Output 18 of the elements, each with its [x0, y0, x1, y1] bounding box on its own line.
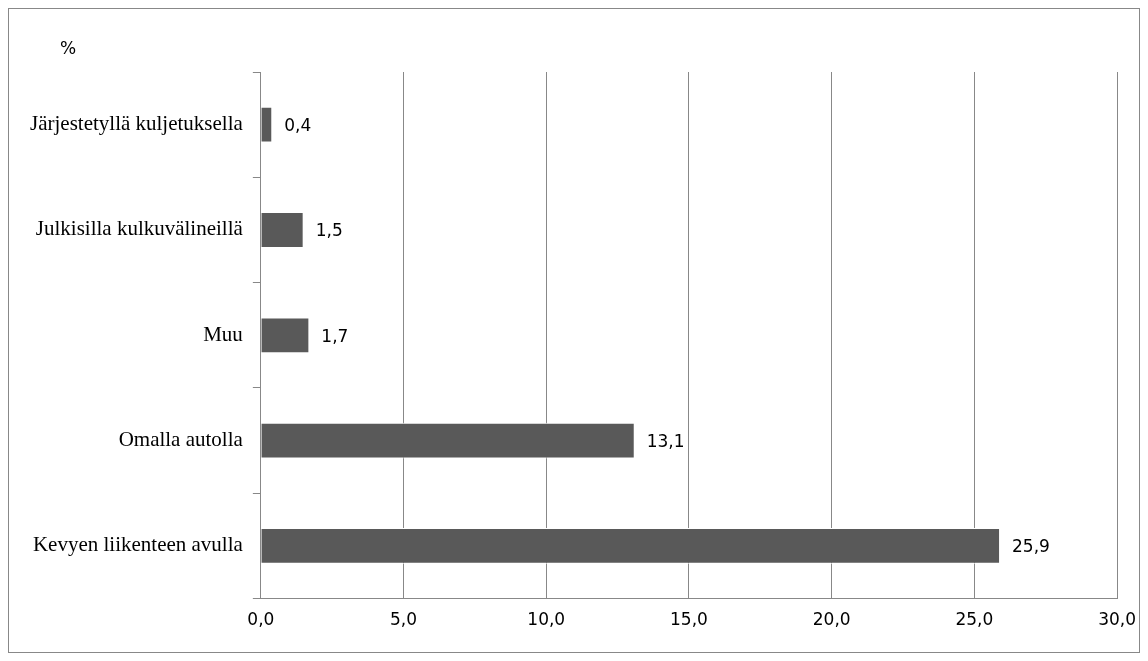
- y-axis-title: %: [60, 38, 77, 58]
- data-label: 13,1: [646, 431, 685, 452]
- y-tick-label: Kevyen liikenteen avulla: [32, 532, 244, 557]
- data-label: 1,7: [321, 325, 349, 346]
- data-label: 25,9: [1012, 536, 1050, 557]
- y-tick-label: Muu: [203, 321, 244, 346]
- y-tick-label: Julkisilla kulkuvälineillä: [35, 216, 244, 241]
- y-tick-label: Järjestetyllä kuljetuksella: [29, 111, 244, 136]
- x-tick-label: 0,0: [247, 609, 275, 630]
- data-label: 0,4: [284, 115, 312, 136]
- x-tick-label: 15,0: [670, 609, 708, 630]
- y-tick-label: Omalla autolla: [118, 427, 244, 452]
- x-tick-label: 5,0: [390, 609, 418, 630]
- x-tick-label: 25,0: [955, 609, 994, 630]
- x-tick-label: 30,0: [1098, 609, 1136, 630]
- x-tick-label: 20,0: [812, 609, 851, 630]
- data-label: 1,5: [315, 220, 343, 241]
- x-tick-label: 10,0: [527, 609, 566, 630]
